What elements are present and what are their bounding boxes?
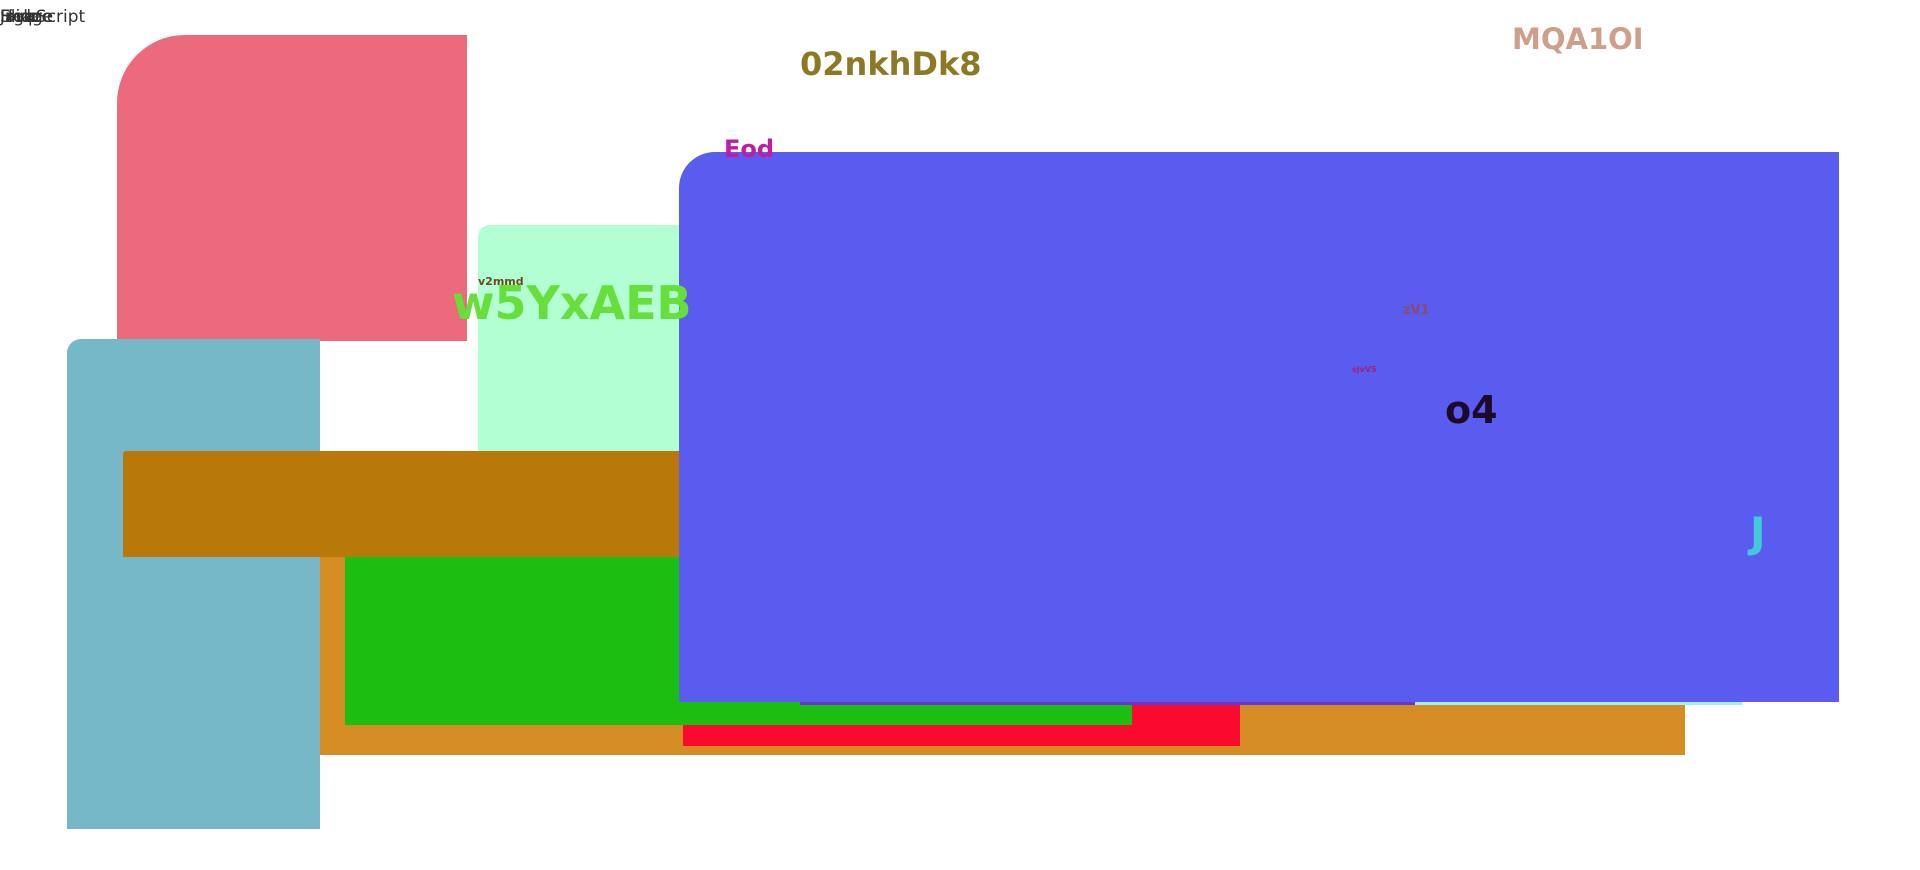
violet-strip	[800, 700, 1415, 705]
dark-label: o4	[1445, 388, 1498, 432]
mint-block	[478, 225, 708, 495]
corner-label: Image	[0, 7, 54, 27]
aqua-strip	[1412, 700, 1742, 705]
corner-label: Figure	[0, 7, 52, 27]
blue-panel	[679, 152, 1839, 702]
corner-label: JavaScript	[0, 7, 86, 27]
cyan-label: J	[1750, 508, 1766, 557]
corner-label: Help	[0, 7, 39, 27]
teal-block	[67, 339, 320, 829]
big-green-label: w5YxAEB	[452, 276, 692, 330]
corner-label: Slide	[0, 7, 42, 27]
rose-title: MQA1OI	[1512, 22, 1644, 56]
magenta-label: Eod	[724, 135, 775, 163]
tiny-magenta-label: sjvV5	[1352, 365, 1377, 374]
tiny-brown-label: v2mmd	[478, 275, 524, 288]
small-brown-label: zV1	[1403, 303, 1430, 318]
pink-rounded-block	[117, 35, 467, 341]
olive-title: 02nkhDk8	[800, 45, 982, 83]
brown-bar	[123, 451, 753, 557]
